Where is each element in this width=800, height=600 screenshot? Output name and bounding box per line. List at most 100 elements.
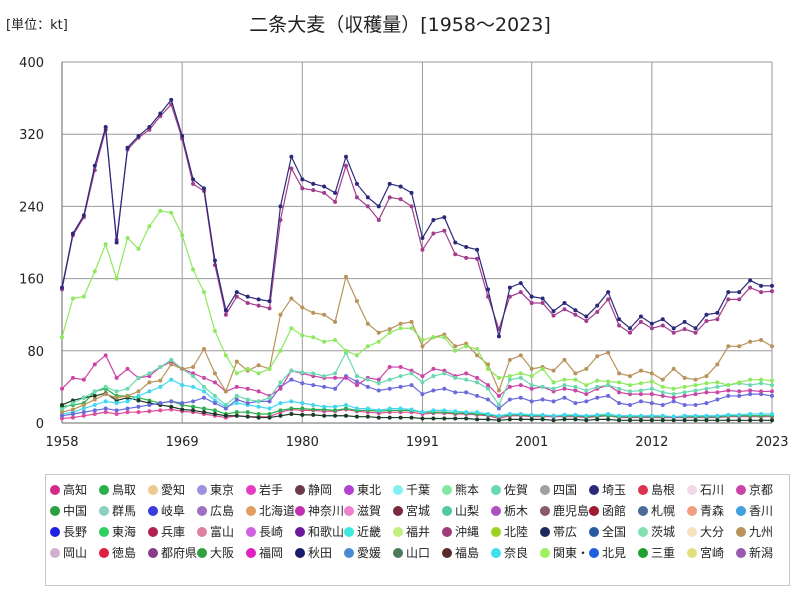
data-point: [442, 386, 447, 391]
data-point: [114, 375, 119, 380]
data-point: [606, 297, 611, 302]
legend-item: 群馬: [99, 500, 148, 521]
data-point: [234, 371, 239, 376]
data-point: [617, 418, 622, 423]
data-point: [682, 375, 687, 380]
legend-swatch: [589, 526, 599, 537]
data-point: [136, 404, 141, 409]
data-point: [584, 314, 589, 319]
data-point: [103, 392, 108, 397]
data-point: [617, 390, 622, 395]
data-point: [606, 383, 611, 388]
data-point: [70, 231, 75, 236]
data-point: [125, 399, 130, 404]
legend-item: 東北: [344, 479, 393, 500]
data-point: [704, 374, 709, 379]
data-point: [726, 388, 731, 393]
legend-item: 九州: [736, 521, 785, 542]
data-point: [322, 184, 327, 189]
data-point: [191, 177, 196, 182]
data-point: [475, 380, 480, 385]
data-point: [737, 290, 742, 295]
data-point: [529, 366, 534, 371]
legend-item: 東海: [99, 521, 148, 542]
data-point: [420, 416, 425, 421]
data-point: [486, 386, 490, 391]
data-point: [267, 415, 272, 420]
data-point: [387, 181, 392, 186]
data-point: [409, 383, 414, 388]
data-point: [256, 389, 261, 394]
data-point: [431, 408, 436, 413]
data-point: [354, 195, 359, 200]
data-point: [759, 381, 764, 386]
data-point: [398, 384, 403, 389]
legend-swatch: [638, 505, 648, 516]
legend: 高知 鳥取 愛知 東京 岩手 静岡 東北 千葉 熊本 佐賀 四国 埼玉 島根 石川 京都 中国 群馬 岐阜 広島 北海…: [45, 474, 790, 586]
data-point: [660, 402, 665, 407]
data-point: [136, 398, 141, 403]
legend-swatch: [148, 526, 158, 537]
data-point: [628, 330, 632, 335]
data-point: [496, 375, 501, 380]
data-point: [365, 321, 370, 326]
data-point: [518, 417, 523, 422]
data-point: [464, 390, 469, 395]
data-point: [649, 371, 654, 376]
data-point: [114, 276, 119, 281]
legend-label: 山梨: [455, 504, 480, 518]
legend-item: 秋田: [295, 542, 344, 563]
data-point: [529, 374, 534, 379]
legend-swatch: [197, 505, 207, 516]
data-point: [322, 339, 327, 344]
data-point: [289, 296, 294, 301]
legend-item: 香川: [736, 500, 785, 521]
legend-label: 四国: [553, 483, 578, 497]
data-point: [628, 383, 632, 388]
data-point: [376, 204, 381, 209]
data-point: [344, 413, 348, 418]
legend-item: 中国: [50, 500, 99, 521]
data-point: [202, 389, 206, 394]
legend-swatch: [687, 484, 697, 495]
data-point: [759, 283, 764, 288]
data-point: [529, 294, 534, 299]
data-point: [682, 402, 687, 407]
legend-item: 北見: [589, 542, 638, 563]
data-point: [212, 401, 217, 406]
data-point: [540, 296, 545, 301]
data-point: [638, 388, 643, 393]
data-point: [169, 377, 174, 382]
legend-item: 富山: [197, 521, 246, 542]
data-point: [245, 397, 250, 402]
data-point: [245, 386, 250, 391]
data-point: [715, 413, 720, 418]
legend-label: 東北: [357, 483, 382, 497]
data-point: [191, 365, 196, 370]
data-point: [638, 368, 643, 373]
legend-swatch: [540, 547, 550, 558]
data-point: [442, 228, 447, 233]
legend-item: 岩手: [246, 479, 295, 500]
data-point: [486, 397, 490, 402]
data-point: [300, 177, 305, 182]
data-point: [158, 365, 163, 370]
data-point: [322, 374, 327, 379]
legend-swatch: [736, 505, 746, 516]
data-point: [562, 377, 567, 382]
data-point: [322, 404, 327, 409]
data-point: [442, 371, 447, 376]
data-point: [409, 371, 414, 376]
data-point: [704, 390, 709, 395]
data-point: [726, 393, 731, 398]
legend-item: 宮城: [393, 500, 442, 521]
data-point: [693, 388, 698, 393]
data-point: [191, 181, 196, 186]
data-point: [748, 411, 753, 416]
data-point: [759, 290, 764, 295]
data-point: [103, 353, 108, 358]
data-point: [60, 402, 64, 407]
legend-item: 大阪: [197, 542, 246, 563]
legend-label: 都府県: [161, 546, 197, 560]
legend-label: 北海道: [259, 504, 295, 518]
